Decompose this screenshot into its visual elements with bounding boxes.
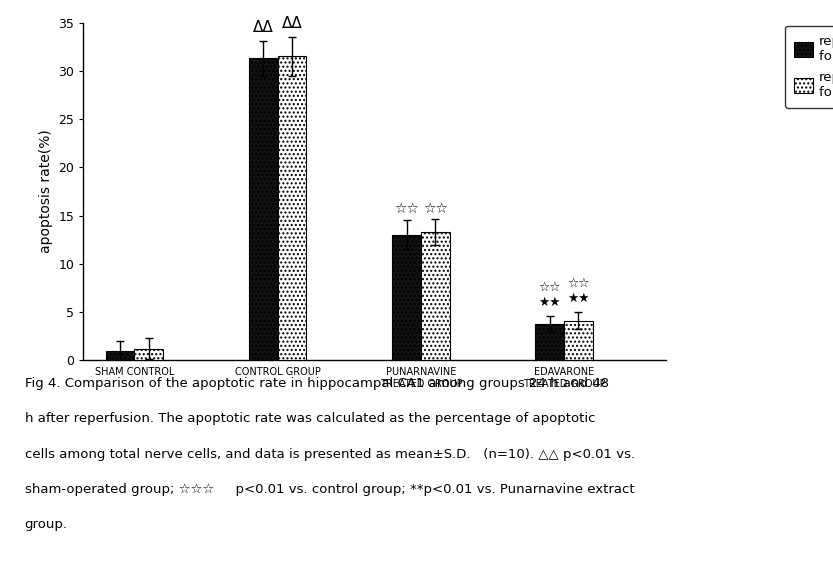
- Text: ☆☆: ☆☆: [394, 203, 419, 217]
- Text: Fig 4. Comparison of the apoptotic rate in hippocampal CA1 among groups 24 h and: Fig 4. Comparison of the apoptotic rate …: [25, 377, 609, 390]
- Text: h after reperfusion. The apoptotic rate was calculated as the percentage of apop: h after reperfusion. The apoptotic rate …: [25, 413, 596, 426]
- Bar: [277, 56, 307, 360]
- Bar: [249, 58, 277, 360]
- Text: ★★: ★★: [538, 296, 561, 309]
- Bar: [134, 348, 163, 360]
- Text: group.: group.: [25, 519, 67, 531]
- Text: cells among total nerve cells, and data is presented as mean±S.D.   (n=10). △△ p: cells among total nerve cells, and data …: [25, 448, 635, 461]
- Bar: [564, 321, 593, 360]
- Bar: [536, 324, 564, 360]
- Text: ★★: ★★: [567, 292, 590, 305]
- Y-axis label: apoptosis rate(%): apoptosis rate(%): [39, 129, 52, 253]
- Text: ΔΔ: ΔΔ: [253, 20, 274, 35]
- Bar: [421, 232, 450, 360]
- Text: ΔΔ: ΔΔ: [282, 16, 302, 31]
- Text: sham-operated group; ☆☆☆     p<0.01 vs. control group; **p<0.01 vs. Punarnavine : sham-operated group; ☆☆☆ p<0.01 vs. cont…: [25, 483, 635, 496]
- Text: ☆☆: ☆☆: [567, 277, 590, 290]
- Bar: [106, 351, 134, 360]
- Text: ☆☆: ☆☆: [538, 281, 561, 294]
- Text: ☆☆: ☆☆: [422, 202, 447, 216]
- Legend: reperfusion
for 24h, reperfusion
for 48h: reperfusion for 24h, reperfusion for 48h: [785, 26, 833, 108]
- Bar: [392, 235, 421, 360]
